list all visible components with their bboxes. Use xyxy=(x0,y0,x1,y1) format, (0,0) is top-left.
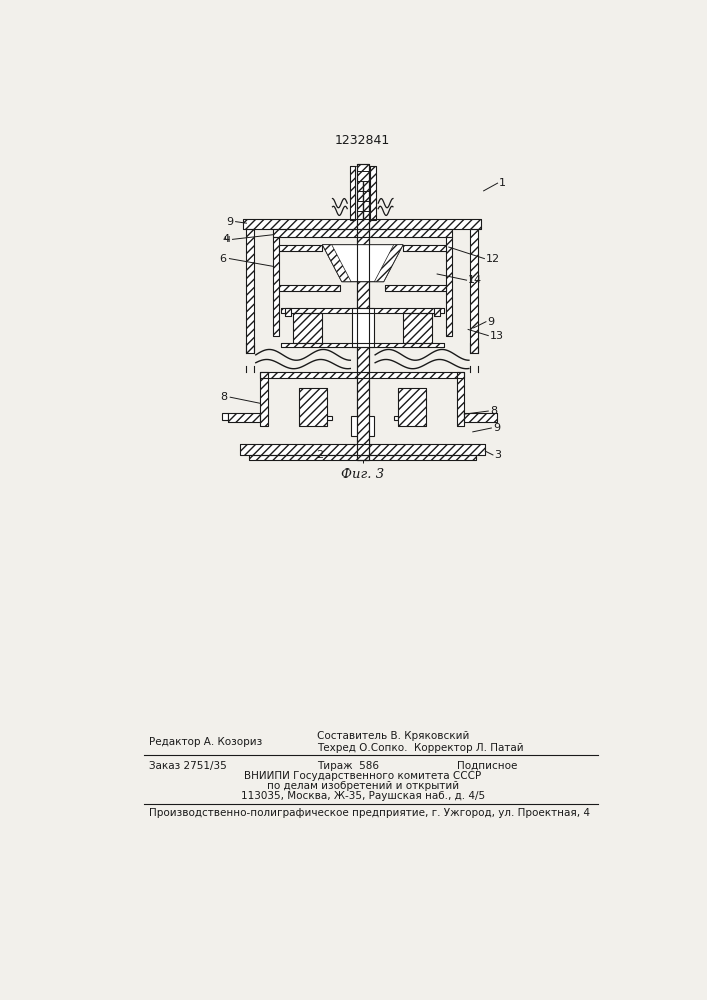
Bar xyxy=(385,285,445,291)
Polygon shape xyxy=(322,245,351,282)
Bar xyxy=(228,413,260,422)
Bar xyxy=(279,245,322,251)
Bar xyxy=(434,308,440,316)
Text: Фиг. 3: Фиг. 3 xyxy=(341,468,385,481)
Bar xyxy=(464,413,497,422)
Bar xyxy=(457,372,464,426)
Bar xyxy=(403,312,433,343)
Bar xyxy=(349,166,355,220)
Bar xyxy=(247,229,255,353)
Bar xyxy=(285,308,291,316)
Text: 4: 4 xyxy=(223,234,230,244)
Bar xyxy=(370,166,376,220)
Bar xyxy=(281,343,444,347)
Bar xyxy=(464,413,497,422)
Text: 113035, Москва, Ж-35, Раушская наб., д. 4/5: 113035, Москва, Ж-35, Раушская наб., д. … xyxy=(240,791,485,801)
Bar xyxy=(260,372,268,426)
Bar xyxy=(281,308,444,312)
Text: Подписное: Подписное xyxy=(457,761,517,771)
Bar xyxy=(260,372,464,378)
Bar xyxy=(243,219,481,229)
Bar xyxy=(249,455,476,460)
Bar xyxy=(355,166,370,220)
Bar xyxy=(356,164,369,460)
Bar xyxy=(273,237,279,336)
Bar xyxy=(281,343,444,347)
Bar xyxy=(403,245,445,251)
Text: ч: ч xyxy=(223,234,230,244)
Bar xyxy=(356,164,369,460)
Text: 12: 12 xyxy=(486,254,500,264)
Bar xyxy=(370,166,376,220)
Bar xyxy=(279,285,340,291)
Bar xyxy=(457,372,464,426)
Bar xyxy=(403,312,433,343)
Bar xyxy=(228,413,260,422)
Bar xyxy=(273,237,279,336)
Polygon shape xyxy=(322,245,403,282)
Bar xyxy=(285,308,291,316)
Text: 9: 9 xyxy=(488,317,495,327)
Bar xyxy=(293,312,322,343)
Text: 6: 6 xyxy=(220,254,227,264)
Bar xyxy=(434,308,440,316)
Bar xyxy=(293,312,322,343)
Bar xyxy=(398,388,426,426)
Bar xyxy=(222,413,228,420)
Bar xyxy=(247,229,255,353)
Bar xyxy=(349,166,355,220)
Bar xyxy=(403,245,445,251)
Bar xyxy=(279,285,340,291)
Text: по делам изобретений и открытий: по делам изобретений и открытий xyxy=(267,781,459,791)
Text: 9: 9 xyxy=(226,217,233,227)
Text: 1232841: 1232841 xyxy=(335,134,390,147)
Bar xyxy=(394,416,398,420)
Text: Редактор А. Козориз: Редактор А. Козориз xyxy=(149,737,262,747)
Bar xyxy=(352,308,373,347)
Bar xyxy=(356,164,369,460)
Bar xyxy=(279,245,322,251)
Text: Заказ 2751/35: Заказ 2751/35 xyxy=(149,761,226,771)
Text: Тираж  586: Тираж 586 xyxy=(317,761,379,771)
Bar xyxy=(260,372,268,426)
Text: 8: 8 xyxy=(490,406,497,416)
Text: 14: 14 xyxy=(468,275,482,285)
Polygon shape xyxy=(332,246,394,281)
Bar xyxy=(240,444,485,455)
Text: ВНИИПИ Государственного комитета СССР: ВНИИПИ Государственного комитета СССР xyxy=(244,771,481,781)
Text: Техред О.Сопко.  Корректор Л. Патай: Техред О.Сопко. Корректор Л. Патай xyxy=(317,743,524,753)
Bar xyxy=(273,229,452,237)
Bar xyxy=(445,237,452,336)
Text: 1: 1 xyxy=(499,178,506,188)
Bar xyxy=(470,229,478,353)
Bar xyxy=(385,285,445,291)
Text: Производственно-полиграфическое предприятие, г. Ужгород, ул. Проектная, 4: Производственно-полиграфическое предприя… xyxy=(149,808,590,818)
Text: 3: 3 xyxy=(494,450,501,460)
Text: 2: 2 xyxy=(316,450,323,460)
Bar xyxy=(249,455,476,460)
Bar xyxy=(299,388,327,426)
Text: 13: 13 xyxy=(490,331,504,341)
Bar xyxy=(281,308,444,312)
Bar xyxy=(445,237,452,336)
Bar xyxy=(243,219,481,229)
Bar xyxy=(273,229,452,237)
Bar xyxy=(327,416,332,420)
Text: 9: 9 xyxy=(493,423,500,433)
Bar xyxy=(398,388,426,426)
Bar xyxy=(470,229,478,353)
Bar xyxy=(260,372,464,378)
Bar xyxy=(351,416,374,436)
Bar xyxy=(240,444,485,455)
Text: 8: 8 xyxy=(221,392,228,402)
Text: Составитель В. Кряковский: Составитель В. Кряковский xyxy=(317,731,469,741)
Polygon shape xyxy=(374,245,403,282)
Bar xyxy=(299,388,327,426)
